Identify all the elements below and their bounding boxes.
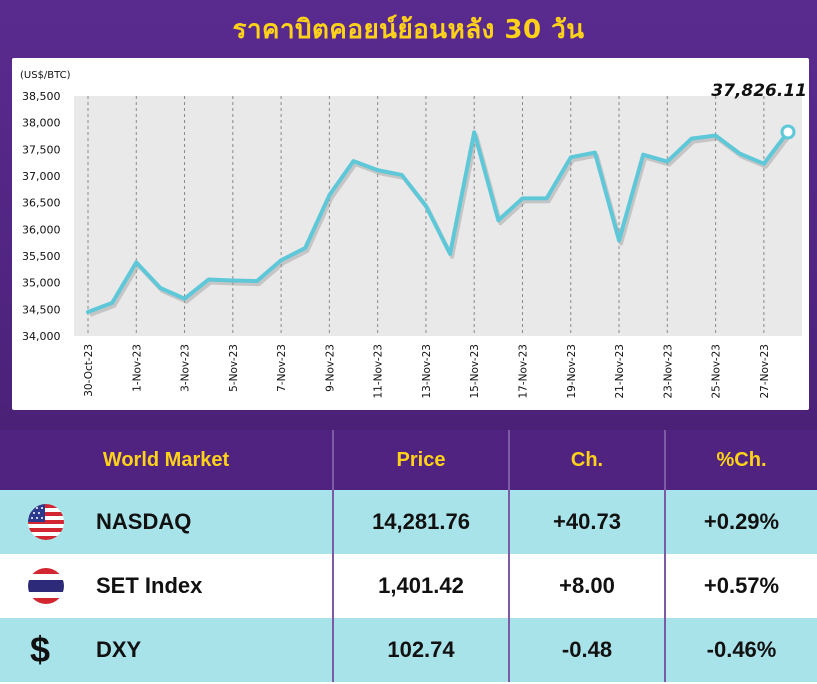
x-tick-label: 25-Nov-23 [711,344,723,399]
last-data-point [780,124,796,140]
change-cell: +8.00 [509,554,666,618]
change-cell: -0.48 [509,618,666,682]
market-name-cell: SET Index [0,554,334,618]
table-row: SET Index 1,401.42 +8.00 +0.57% [0,554,817,618]
x-tick-label: 21-Nov-23 [614,344,626,399]
x-tick-label: 5-Nov-23 [228,344,240,392]
table-row: NASDAQ 14,281.76 +40.73 +0.29% [0,490,817,554]
x-tick-label: 23-Nov-23 [662,344,674,399]
thai-flag-icon [28,568,64,604]
percent-change-cell: +0.29% [703,509,780,534]
header-percent-change: %Ch. [716,448,767,471]
price-cell: 14,281.76 [333,490,510,554]
percent-change-cell: +0.57% [703,573,780,598]
x-tick-label: 11-Nov-23 [373,344,385,399]
market-name-cell: NASDAQ [0,490,334,554]
y-tick-label: 34,500 [22,303,61,316]
y-tick-label: 37,000 [22,170,61,183]
header-world-market: World Market [0,430,334,490]
y-tick-label: 36,000 [22,223,61,236]
x-tick-label: 15-Nov-23 [469,344,481,399]
market-name: DXY [96,637,142,662]
table-header-row: World Market Price Ch. %Ch. [0,430,817,490]
chart-card: (US$/BTC) 38,500 38,000 37,500 37,000 36,500 3… [12,58,809,410]
percent-change-cell: -0.46% [706,637,777,662]
price-cell: 1,401.42 [333,554,510,618]
y-tick-label: 34,000 [22,330,61,343]
market-name: SET Index [96,573,203,598]
header-price: Price [333,430,510,490]
series-line [86,129,790,314]
x-tick-label: 30-Oct-23 [83,344,95,397]
x-tick-label: 1-Nov-23 [131,344,143,392]
chart-panel: ราคาบิตคอยน์ย้อนหลัง 30 วัน (US$/BTC) 38,… [0,0,817,430]
world-market-table: World Market Price Ch. %Ch. [0,430,817,684]
change-cell: +40.73 [509,490,666,554]
x-tick-label: 17-Nov-23 [517,344,529,399]
plot-area [74,96,802,336]
market-name-cell: $ DXY [0,618,334,682]
y-tick-label: 38,000 [22,117,61,130]
header-change: Ch. [509,430,666,490]
x-tick-label: 27-Nov-23 [759,344,771,399]
x-tick-label: 7-Nov-23 [276,344,288,392]
line-chart: (US$/BTC) 38,500 38,000 37,500 37,000 36,500 3… [20,70,807,399]
dollar-sign-icon: $ [30,629,51,670]
y-tick-label: 36,500 [22,197,61,210]
y-tick-label: 35,500 [22,250,61,263]
x-tick-label: 13-Nov-23 [421,344,433,399]
chart-title: ราคาบิตคอยน์ย้อนหลัง 30 วัน [232,15,585,45]
y-axis-label: (US$/BTC) [20,70,71,81]
x-tick-label: 3-Nov-23 [180,344,192,392]
market-name: NASDAQ [96,509,192,534]
y-tick-label: 37,500 [22,143,61,156]
x-tick-label: 9-Nov-23 [324,344,336,392]
price-cell: 102.74 [333,618,510,682]
y-tick-label: 38,500 [22,90,61,103]
last-value-label: 37,826.11 [711,81,807,101]
us-flag-icon [28,504,64,540]
table-row: $ DXY 102.74 -0.48 -0.46% [0,618,817,682]
x-tick-label: 19-Nov-23 [566,344,578,399]
y-tick-label: 35,000 [22,277,61,290]
